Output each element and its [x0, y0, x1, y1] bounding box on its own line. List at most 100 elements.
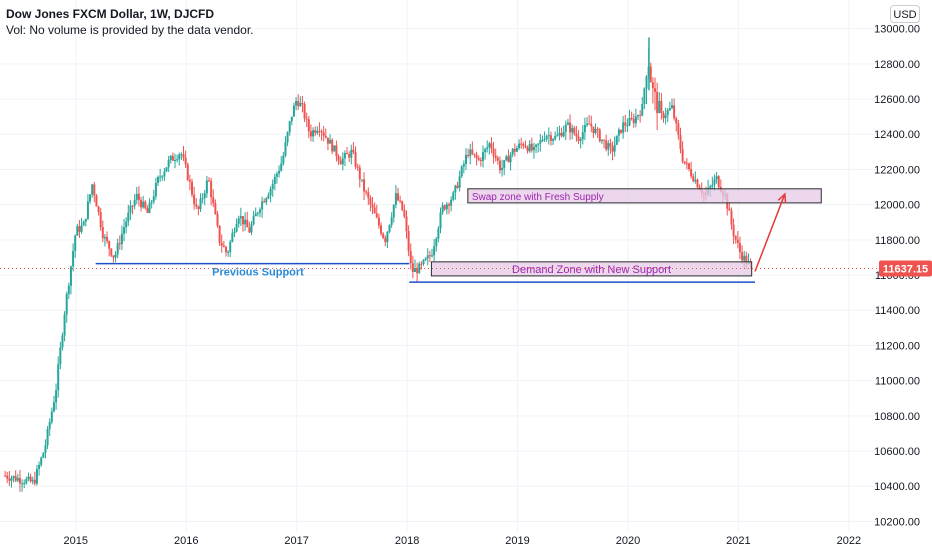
candle-body — [21, 483, 24, 485]
candle-body — [235, 223, 238, 232]
candle-body — [284, 142, 287, 156]
candle-body — [388, 225, 391, 232]
candle-body — [237, 218, 240, 224]
candle-body — [46, 428, 49, 446]
candle-body — [290, 116, 293, 122]
candle-body — [505, 156, 508, 161]
candle-body — [86, 201, 89, 219]
candle-body — [713, 179, 716, 185]
candle-body — [541, 140, 544, 142]
candle-body — [607, 143, 610, 150]
candle-body — [248, 227, 251, 233]
candle-body — [475, 154, 478, 159]
candle-body — [331, 139, 334, 152]
candle-body — [52, 402, 55, 412]
candle-body — [29, 476, 32, 482]
candle-body — [314, 130, 317, 133]
candle-body — [641, 104, 644, 116]
y-tick-label: 10800.00 — [874, 411, 920, 423]
previous-support-label: Previous Support — [212, 267, 304, 279]
candle-body — [526, 147, 529, 152]
candle-body — [522, 144, 525, 146]
candle-body — [469, 149, 472, 156]
candle-body — [687, 163, 690, 169]
candle-body — [114, 254, 117, 258]
candle-body — [743, 255, 746, 261]
candle-body — [675, 118, 678, 124]
candle-body — [515, 148, 518, 152]
candle-body — [458, 176, 461, 188]
candle-body — [280, 163, 283, 171]
y-tick-label: 13000.00 — [874, 24, 920, 36]
candle-body — [643, 88, 646, 105]
grid-layer — [0, 0, 878, 532]
candle-body — [269, 188, 272, 196]
candle-body — [447, 204, 450, 206]
candle-body — [673, 105, 676, 119]
candle-body — [677, 123, 680, 135]
candle-body — [418, 263, 421, 274]
candle-body — [241, 216, 244, 225]
candle-body — [108, 241, 111, 249]
candle-body — [40, 457, 43, 465]
candle-body — [403, 210, 406, 217]
candle-body — [97, 206, 100, 212]
candle-body — [188, 179, 191, 182]
candle-body — [216, 214, 219, 226]
candle-body — [634, 116, 637, 124]
candle-body — [167, 159, 170, 168]
candle-body — [25, 479, 28, 484]
candle-body — [397, 193, 400, 201]
candle-body — [481, 152, 484, 162]
candle-body — [178, 154, 181, 160]
candle-body — [292, 105, 295, 117]
candle-body — [430, 255, 433, 257]
candle-body — [324, 135, 327, 138]
candle-body — [84, 218, 87, 222]
y-tick-label: 10200.00 — [874, 516, 920, 528]
candle-body — [664, 115, 667, 119]
annotation-layer: Previous Support Demand Zone with New Sup… — [0, 188, 878, 283]
candle-body — [609, 143, 612, 147]
candle-body — [617, 129, 620, 136]
candle-body — [33, 479, 36, 484]
candle-body — [407, 231, 410, 252]
x-tick-label: 2015 — [64, 535, 88, 547]
candle-body — [252, 216, 255, 225]
candle-body — [443, 205, 446, 210]
candle-body — [42, 452, 45, 458]
x-tick-label: 2022 — [837, 535, 861, 547]
projection-arrow-head — [777, 192, 787, 204]
candle-body — [258, 209, 261, 213]
candle-body — [592, 126, 595, 133]
candle-body — [55, 390, 58, 403]
y-tick-label: 10400.00 — [874, 481, 920, 493]
candle-body — [639, 115, 642, 117]
candle-body — [573, 127, 576, 134]
candle-body — [233, 231, 236, 234]
candle-body — [454, 185, 457, 193]
candle-body — [305, 118, 308, 120]
candle-body — [320, 131, 323, 133]
candle-body — [76, 226, 79, 236]
candle-body — [278, 170, 281, 174]
candle-body — [577, 136, 580, 141]
candle-body — [730, 210, 733, 225]
candle-body — [120, 233, 123, 245]
currency-button[interactable]: USD — [890, 5, 920, 23]
candle-body — [38, 464, 41, 469]
candle-body — [477, 158, 480, 160]
projection-arrow — [754, 193, 786, 272]
x-tick-label: 2020 — [616, 535, 640, 547]
candle-body — [492, 148, 495, 156]
candle-body — [583, 125, 586, 133]
candle-body — [537, 143, 540, 145]
candle-body — [267, 195, 270, 199]
candle-body — [524, 145, 527, 148]
candle-body — [736, 239, 739, 243]
candle-body — [433, 246, 436, 256]
candle-body — [352, 149, 355, 153]
candle-body — [144, 201, 147, 209]
